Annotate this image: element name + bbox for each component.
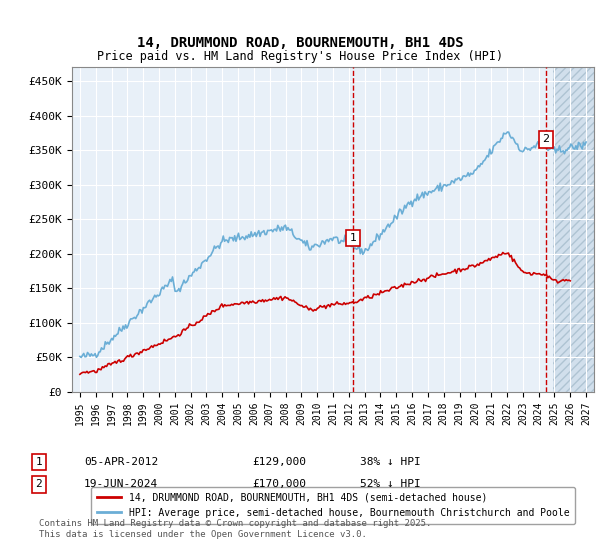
Text: 2: 2 [542, 134, 550, 144]
Text: 05-APR-2012: 05-APR-2012 [84, 457, 158, 467]
Legend: 14, DRUMMOND ROAD, BOURNEMOUTH, BH1 4DS (semi-detached house), HPI: Average pric: 14, DRUMMOND ROAD, BOURNEMOUTH, BH1 4DS … [91, 487, 575, 524]
Text: 1: 1 [35, 457, 43, 467]
Text: Price paid vs. HM Land Registry's House Price Index (HPI): Price paid vs. HM Land Registry's House … [97, 50, 503, 63]
Text: £129,000: £129,000 [252, 457, 306, 467]
Bar [553, 67, 594, 392]
Text: Contains HM Land Registry data © Crown copyright and database right 2025.
This d: Contains HM Land Registry data © Crown c… [39, 520, 431, 539]
Text: 1: 1 [349, 233, 356, 243]
Text: 19-JUN-2024: 19-JUN-2024 [84, 479, 158, 489]
Text: 14, DRUMMOND ROAD, BOURNEMOUTH, BH1 4DS: 14, DRUMMOND ROAD, BOURNEMOUTH, BH1 4DS [137, 36, 463, 50]
Text: 52% ↓ HPI: 52% ↓ HPI [360, 479, 421, 489]
Text: 2: 2 [35, 479, 43, 489]
Text: £170,000: £170,000 [252, 479, 306, 489]
Text: 38% ↓ HPI: 38% ↓ HPI [360, 457, 421, 467]
